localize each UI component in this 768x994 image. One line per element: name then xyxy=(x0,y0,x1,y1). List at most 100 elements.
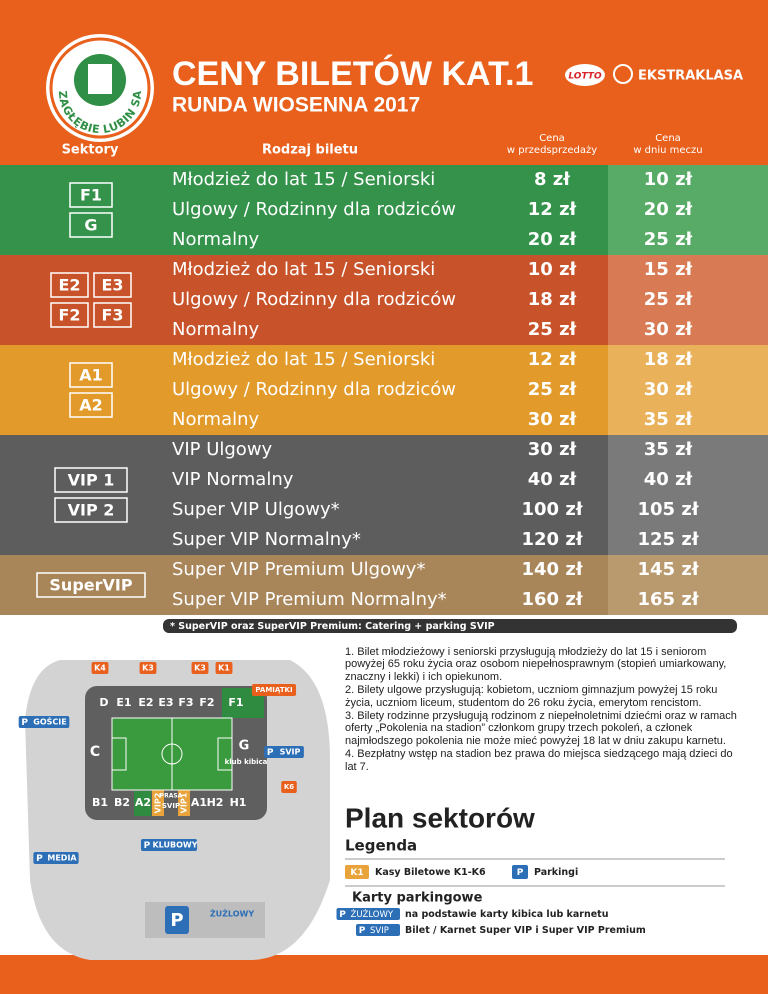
price-presale: 25 zł xyxy=(528,379,578,400)
price-presale: 18 zł xyxy=(528,289,578,310)
subtitle: RUNDA WIOSENNA 2017 xyxy=(172,94,420,117)
price-presale: 12 zł xyxy=(528,199,578,220)
note: 2. Bilety ulgowe przysługują: kobietom, … xyxy=(345,684,718,709)
sector-box xyxy=(69,212,113,238)
map-badge xyxy=(139,662,157,674)
ticket-type: VIP Ulgowy xyxy=(172,439,273,460)
price-matchday: 145 zł xyxy=(638,559,700,580)
parking-card-badge-text: SVIP xyxy=(370,926,389,936)
map-label: PRASA xyxy=(160,793,183,800)
parking-badge xyxy=(165,906,189,934)
map-label: SVIP xyxy=(280,748,301,757)
map-label: C xyxy=(90,744,100,760)
map-label: E2 xyxy=(138,696,153,709)
map-label: K6 xyxy=(284,783,294,791)
group-bg-right xyxy=(608,435,768,555)
title: CENY BILETÓW KAT.1 xyxy=(172,55,533,93)
price-matchday: 20 zł xyxy=(644,199,694,220)
group-bg-right xyxy=(608,165,768,255)
logo-ring xyxy=(49,37,151,139)
map-label: E3 xyxy=(158,696,173,709)
price-matchday: 15 zł xyxy=(644,259,694,280)
map-badge xyxy=(91,662,109,674)
price-presale: 160 zł xyxy=(522,589,584,610)
pitch-box xyxy=(111,737,127,771)
price-presale: 25 zł xyxy=(528,319,578,340)
map-label: VIP1 xyxy=(180,792,189,813)
parking-icon: P xyxy=(144,841,151,851)
map-badge xyxy=(251,684,297,696)
sector-label: A1 xyxy=(79,366,103,385)
parking-card-badge xyxy=(356,924,400,936)
ticket-type: Ulgowy / Rodzinny dla rodziców xyxy=(172,199,456,220)
col-presale: Cena xyxy=(539,133,565,144)
logo-emblem xyxy=(88,64,112,94)
parking-icon: P xyxy=(21,718,28,728)
ticket-type: Młodzież do lat 15 / Seniorski xyxy=(172,169,435,190)
price-matchday: 165 zł xyxy=(638,589,700,610)
parking-badge xyxy=(264,746,304,758)
league: EKSTRAKLASA xyxy=(638,69,743,84)
map-label: K3 xyxy=(142,664,154,673)
notes: 1. Bilet młodzieżowy i seniorski przysłu… xyxy=(345,646,737,774)
ticket-type: Super VIP Normalny* xyxy=(172,529,361,550)
legend-badge-text: P xyxy=(517,868,524,878)
legend-title: Legenda xyxy=(345,837,417,855)
sector-label: VIP 1 xyxy=(68,471,115,490)
map-label: VIP2 xyxy=(154,793,163,814)
sector-a2 xyxy=(134,791,151,816)
ticket-type: Super VIP Premium Normalny* xyxy=(172,589,447,610)
sector-vip1 xyxy=(178,790,190,816)
league-logo xyxy=(613,64,633,84)
col-matchday-sub: w dniu meczu xyxy=(633,145,702,156)
parking-icon: P xyxy=(170,910,183,931)
sector-label: VIP 2 xyxy=(68,501,115,520)
map-label: ŻUŻLOWY xyxy=(210,909,255,919)
sector-box xyxy=(50,302,89,328)
map-label: K1 xyxy=(218,664,230,673)
sector-box xyxy=(54,497,128,523)
map-label: K4 xyxy=(94,664,106,673)
map-label: H2 xyxy=(207,796,224,809)
map-label: K3 xyxy=(194,664,206,673)
sector-box xyxy=(69,392,113,418)
footer-bar xyxy=(0,955,768,994)
legend-label: Kasy Biletowe K1-K6 xyxy=(375,867,486,878)
parking-badge xyxy=(33,852,79,864)
map-label: F3 xyxy=(178,696,193,709)
map-label: F2 xyxy=(199,696,214,709)
price-presale: 30 zł xyxy=(528,409,578,430)
footnote-bg xyxy=(163,619,737,633)
note: 3. Bilety rodzinne przysługują rodzinom … xyxy=(345,710,737,747)
sponsor: LOTTO xyxy=(568,72,602,82)
sector-box xyxy=(69,362,113,388)
price-matchday: 40 zł xyxy=(644,469,694,490)
price-presale: 30 zł xyxy=(528,439,578,460)
map-label: A2 xyxy=(135,796,151,809)
sector-box xyxy=(50,272,89,298)
map-label: GOŚCIE xyxy=(33,716,66,727)
group-bg-right xyxy=(608,345,768,435)
ticket-type: Normalny xyxy=(172,319,260,340)
ticket-type: Super VIP Premium Ulgowy* xyxy=(172,559,425,580)
sector-label: G xyxy=(84,216,97,235)
price-matchday: 105 zł xyxy=(638,499,700,520)
parking-card-badge xyxy=(336,908,400,920)
ticket-type: VIP Normalny xyxy=(172,469,294,490)
map-badge xyxy=(191,662,209,674)
sector-label: E3 xyxy=(101,276,123,295)
map-label: MEDIA xyxy=(47,854,77,863)
price-presale: 40 zł xyxy=(528,469,578,490)
map-label: F1 xyxy=(228,696,243,709)
price-presale: 20 zł xyxy=(528,229,578,250)
footnote: * SuperVIP oraz SuperVIP Premium: Cateri… xyxy=(170,621,495,632)
price-matchday: 25 zł xyxy=(644,229,694,250)
group-bg-right xyxy=(608,255,768,345)
parking-icon: P xyxy=(36,854,43,864)
sector-label: E2 xyxy=(58,276,80,295)
sector-label: A2 xyxy=(79,396,103,415)
ticket-type: Młodzież do lat 15 / Seniorski xyxy=(172,349,435,370)
legend-badge-text: K1 xyxy=(350,868,363,878)
